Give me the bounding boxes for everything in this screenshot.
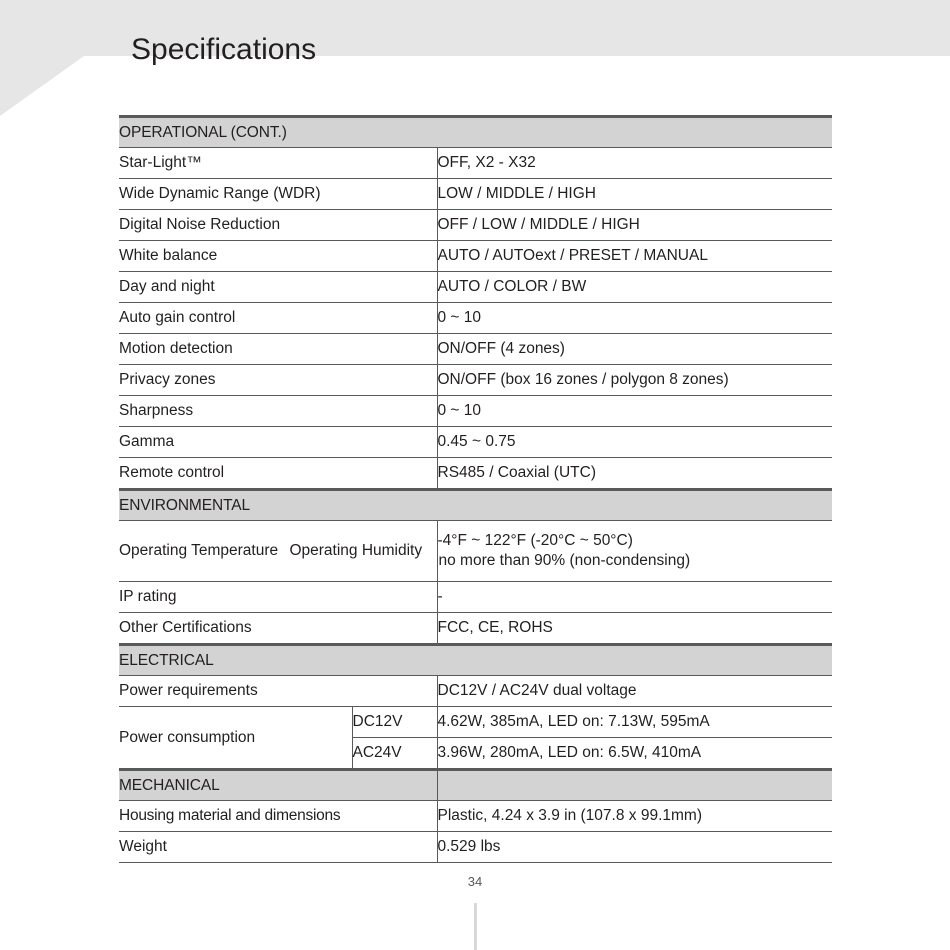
spec-label: Power requirements xyxy=(119,675,437,707)
spec-label-power-consumption: Power consumption xyxy=(119,706,352,770)
spec-value: 0.45 ~ 0.75 xyxy=(436,426,832,458)
table-row: Star-Light™ OFF, X2 - X32 xyxy=(119,147,832,179)
table-row: Privacy zones ON/OFF (box 16 zones / pol… xyxy=(119,364,832,396)
spec-label: Wide Dynamic Range (WDR) xyxy=(119,178,437,210)
table-row: Other Certifications FCC, CE, ROHS xyxy=(119,612,832,645)
spec-value: 3.96W, 280mA, LED on: 6.5W, 410mA xyxy=(436,737,832,770)
table-row: Day and night AUTO / COLOR / BW xyxy=(119,271,832,303)
spec-label-multiline: Operating Temperature Operating Humidity xyxy=(119,520,437,582)
spec-label: Motion detection xyxy=(119,333,437,365)
spec-value: LOW / MIDDLE / HIGH xyxy=(436,178,832,210)
footer-rule-decoration xyxy=(474,903,477,950)
spec-value: 0 ~ 10 xyxy=(436,302,832,334)
section-heading-environmental: ENVIRONMENTAL xyxy=(119,488,832,521)
section-heading-operational: OPERATIONAL (CONT.) xyxy=(119,115,832,148)
spec-value: FCC, CE, ROHS xyxy=(436,612,832,645)
spec-value: RS485 / Coaxial (UTC) xyxy=(436,457,832,490)
spec-sub-label: DC12V xyxy=(351,706,437,738)
table-row: Operating Temperature Operating Humidity… xyxy=(119,520,832,582)
table-row: IP rating - xyxy=(119,581,832,613)
table-row: Auto gain control 0 ~ 10 xyxy=(119,302,832,334)
table-row: Gamma 0.45 ~ 0.75 xyxy=(119,426,832,458)
table-row: Power requirements DC12V / AC24V dual vo… xyxy=(119,675,832,707)
table-row: Sharpness 0 ~ 10 xyxy=(119,395,832,427)
spec-value-line-2: no more than 90% (non-condensing) xyxy=(438,552,691,569)
section-heading-mechanical-blank xyxy=(436,768,832,801)
spec-value: 0 ~ 10 xyxy=(436,395,832,427)
spec-label: Gamma xyxy=(119,426,437,458)
spec-value: DC12V / AC24V dual voltage xyxy=(436,675,832,707)
table-row: Weight 0.529 lbs xyxy=(119,831,832,863)
specifications-table: OPERATIONAL (CONT.) Star-Light™ OFF, X2 … xyxy=(119,115,832,863)
table-row: AC24V 3.96W, 280mA, LED on: 6.5W, 410mA xyxy=(119,737,832,770)
spec-value: ON/OFF (box 16 zones / polygon 8 zones) xyxy=(436,364,832,396)
spec-value: 4.62W, 385mA, LED on: 7.13W, 595mA xyxy=(436,706,832,738)
section-heading-mechanical: MECHANICAL xyxy=(119,768,437,801)
section-header-row: ELECTRICAL xyxy=(119,643,832,676)
spec-value: OFF, X2 - X32 xyxy=(436,147,832,179)
page-title: Specifications xyxy=(131,33,317,67)
spec-label: IP rating xyxy=(119,581,437,613)
spec-label: Other Certifications xyxy=(119,612,437,645)
spec-label: Weight xyxy=(119,831,437,863)
spec-label: Day and night xyxy=(119,271,437,303)
spec-label-line-2: Operating Humidity xyxy=(289,542,423,560)
spec-label: White balance xyxy=(119,240,437,272)
spec-value-line-1: -4°F ~ 122°F (-20°C ~ 50°C) xyxy=(437,532,633,550)
spec-value: 0.529 lbs xyxy=(436,831,832,863)
spec-value: OFF / LOW / MIDDLE / HIGH xyxy=(436,209,832,241)
spec-label: Sharpness xyxy=(119,395,437,427)
page-number: 34 xyxy=(467,874,483,889)
spec-value-multiline: -4°F ~ 122°F (-20°C ~ 50°C) no more than… xyxy=(436,520,832,582)
section-header-row: ENVIRONMENTAL xyxy=(119,488,832,521)
table-row: Wide Dynamic Range (WDR) LOW / MIDDLE / … xyxy=(119,178,832,210)
spec-label: Remote control xyxy=(119,457,437,490)
section-heading-electrical: ELECTRICAL xyxy=(119,643,832,676)
spec-value: Plastic, 4.24 x 3.9 in (107.8 x 99.1mm) xyxy=(436,800,832,832)
spec-label: Housing material and dimensions xyxy=(119,800,437,832)
spec-label: Privacy zones xyxy=(119,364,437,396)
table-row: Motion detection ON/OFF (4 zones) xyxy=(119,333,832,365)
table-row: Power consumption DC12V 4.62W, 385mA, LE… xyxy=(119,706,832,770)
spec-value: AUTO / COLOR / BW xyxy=(436,271,832,303)
spec-label: Auto gain control xyxy=(119,302,437,334)
page-header-band xyxy=(0,0,950,56)
table-row: Digital Noise Reduction OFF / LOW / MIDD… xyxy=(119,209,832,241)
table-row: White balance AUTO / AUTOext / PRESET / … xyxy=(119,240,832,272)
spec-sub-label: AC24V xyxy=(351,737,437,770)
spec-label: Digital Noise Reduction xyxy=(119,209,437,241)
header-diagonal-decoration xyxy=(0,56,84,116)
table-row: Remote control RS485 / Coaxial (UTC) xyxy=(119,457,832,490)
spec-value: - xyxy=(436,581,832,613)
spec-value: ON/OFF (4 zones) xyxy=(436,333,832,365)
spec-label-line-1: Operating Temperature xyxy=(119,542,279,560)
table-row: Housing material and dimensions Plastic,… xyxy=(119,800,832,832)
section-header-row: MECHANICAL xyxy=(119,768,832,801)
section-header-row: OPERATIONAL (CONT.) xyxy=(119,115,832,148)
spec-value: AUTO / AUTOext / PRESET / MANUAL xyxy=(436,240,832,272)
spec-label: Star-Light™ xyxy=(119,147,437,179)
